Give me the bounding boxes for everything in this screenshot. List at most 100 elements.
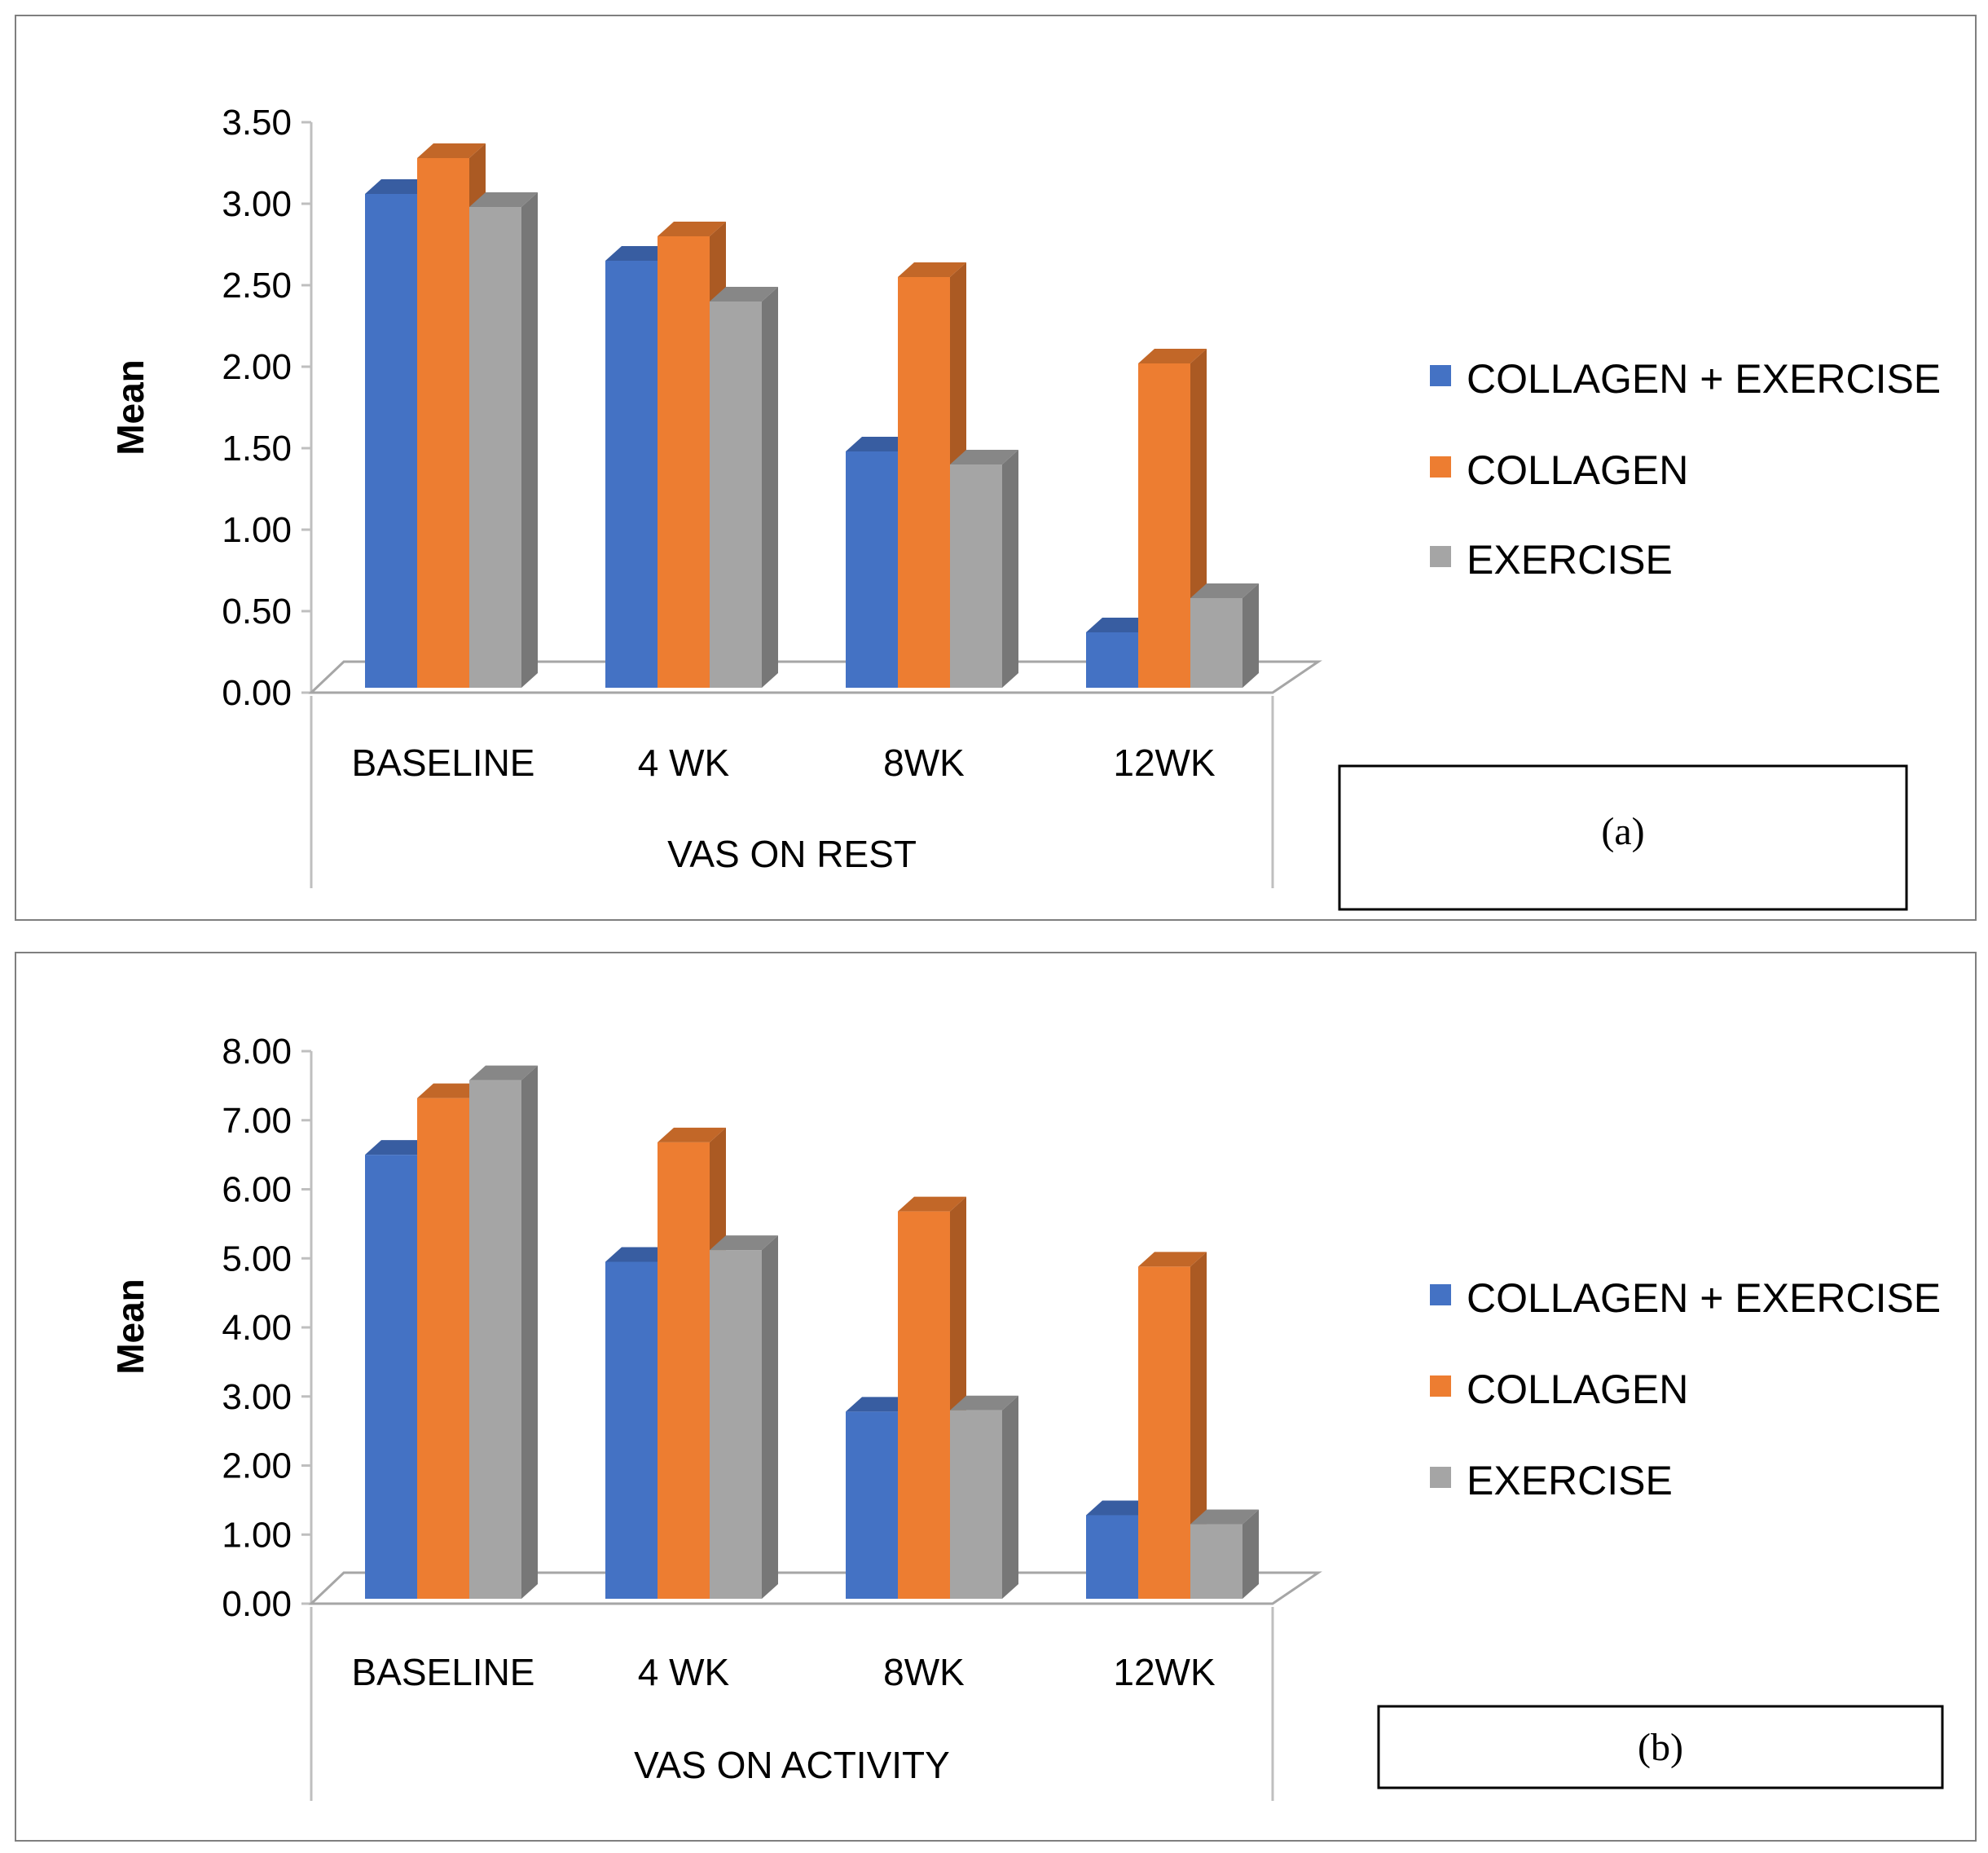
x-category-label: BASELINE: [352, 1651, 535, 1693]
bar-12wk-series-2: [1190, 583, 1259, 688]
bar-top-face: [605, 1247, 674, 1262]
bar-side-face: [521, 1065, 538, 1599]
legend-swatch-collagen-exercise: [1430, 365, 1451, 386]
y-tick-label: 1.50: [222, 429, 292, 469]
bar-top-face: [1086, 618, 1155, 632]
legend-swatch-exercise: [1430, 1467, 1451, 1488]
y-tick-label: 3.50: [222, 103, 292, 143]
bar-top-face: [658, 1127, 726, 1142]
legend-label-exercise: EXERCISE: [1467, 1458, 1673, 1503]
legend-swatch-collagen-exercise: [1430, 1284, 1451, 1305]
legend-label-collagen-exercise: COLLAGEN + EXERCISE: [1467, 1275, 1941, 1321]
y-tick-label: 3.00: [222, 1377, 292, 1417]
bar-top-face: [898, 262, 966, 277]
y-tick-label: 7.00: [222, 1101, 292, 1141]
bar-top-face: [469, 1065, 538, 1081]
bar-side-face: [1190, 1252, 1207, 1599]
bar-top-face: [469, 192, 538, 207]
y-tick-label: 0.00: [222, 673, 292, 713]
bar-front-face: [417, 1098, 469, 1599]
chart-a: Mean VAS ON REST COLLAGEN + EXERCISE COL…: [109, 103, 1941, 911]
bar-front-face: [846, 1411, 898, 1599]
chart-b: Mean VAS ON ACTIVITY COLLAGEN + EXERCISE…: [109, 1032, 1944, 1801]
bar-front-face: [710, 301, 762, 688]
x-category-label: 4 WK: [638, 1651, 730, 1693]
bar-front-face: [469, 1080, 521, 1599]
bar-front-face: [1190, 598, 1242, 688]
bar-side-face: [1242, 1509, 1259, 1599]
plot-floor: [308, 660, 1322, 694]
bar-4wk-series-2: [710, 1235, 778, 1599]
bar-8wk-series-2: [950, 1395, 1018, 1599]
bar-front-face: [898, 277, 950, 688]
bar-front-face: [605, 261, 658, 688]
chart-b-x-axis-title: VAS ON ACTIVITY: [634, 1744, 950, 1786]
y-tick-label: 6.00: [222, 1170, 292, 1210]
bar-front-face: [950, 1410, 1002, 1599]
bar-top-face: [605, 246, 674, 261]
bar-4wk-series-2: [710, 287, 778, 688]
bar-8wk-series-2: [950, 450, 1018, 688]
bar-front-face: [365, 1155, 417, 1599]
legend-label-collagen: COLLAGEN: [1467, 447, 1688, 493]
x-category-label: 12WK: [1113, 742, 1216, 784]
bar-front-face: [605, 1261, 658, 1599]
bar-side-face: [762, 1235, 778, 1599]
bar-front-face: [658, 1142, 710, 1599]
chart-a-x-axis-title: VAS ON REST: [667, 833, 917, 875]
bar-12wk-series-2: [1190, 1509, 1259, 1599]
bar-12wk-series-1: [1138, 1252, 1207, 1599]
bar-top-face: [846, 437, 914, 451]
x-category-label: 8WK: [883, 742, 965, 784]
chart-a-legend: COLLAGEN + EXERCISE COLLAGEN EXERCISE: [1430, 356, 1941, 583]
bar-front-face: [950, 464, 1002, 688]
bar-side-face: [762, 287, 778, 688]
x-category-label: BASELINE: [352, 742, 535, 784]
bar-top-face: [1086, 1500, 1155, 1516]
y-tick-label: 2.50: [222, 266, 292, 306]
bar-top-face: [417, 143, 486, 158]
bar-top-face: [417, 1083, 486, 1098]
legend-label-collagen: COLLAGEN: [1467, 1367, 1688, 1412]
bar-front-face: [417, 158, 469, 688]
bar-side-face: [521, 192, 538, 688]
bar-front-face: [1190, 1524, 1242, 1599]
y-tick-label: 5.00: [222, 1239, 292, 1279]
bar-top-face: [950, 1395, 1018, 1411]
bar-top-face: [950, 450, 1018, 464]
chart-a-caption-box: [1338, 764, 1908, 911]
bar-baseline-series-2: [469, 1065, 538, 1599]
x-category-label: 8WK: [883, 1651, 965, 1693]
chart-b-caption: (b): [1638, 1726, 1683, 1769]
y-tick-label: 4.00: [222, 1308, 292, 1348]
bar-front-face: [1086, 632, 1138, 688]
chart-b-y-axis-label: Mean: [109, 1279, 152, 1375]
chart-a-caption: (a): [1601, 810, 1644, 853]
bar-front-face: [1138, 363, 1190, 688]
bar-top-face: [898, 1196, 966, 1212]
bar-front-face: [469, 207, 521, 688]
y-tick-label: 3.00: [222, 184, 292, 224]
y-tick-label: 1.00: [222, 1515, 292, 1555]
bar-front-face: [1086, 1515, 1138, 1599]
bar-top-face: [365, 179, 433, 194]
bar-top-face: [710, 1235, 778, 1251]
bar-top-face: [658, 222, 726, 236]
bar-front-face: [365, 194, 417, 688]
legend-swatch-exercise: [1430, 546, 1451, 567]
y-tick-label: 2.00: [222, 1446, 292, 1486]
bar-side-face: [1002, 450, 1018, 688]
bar-top-face: [1190, 583, 1259, 598]
y-tick-label: 0.50: [222, 592, 292, 632]
bar-top-face: [1138, 349, 1207, 363]
chart-b-caption-box: [1377, 1705, 1944, 1789]
y-tick-label: 2.00: [222, 347, 292, 387]
y-tick-label: 0.00: [222, 1584, 292, 1624]
y-tick-label: 1.00: [222, 510, 292, 550]
bar-front-face: [898, 1211, 950, 1599]
bar-front-face: [710, 1250, 762, 1599]
bar-top-face: [846, 1397, 914, 1412]
legend-swatch-collagen: [1430, 456, 1451, 478]
chart-a-y-axis-label: Mean: [109, 359, 152, 456]
